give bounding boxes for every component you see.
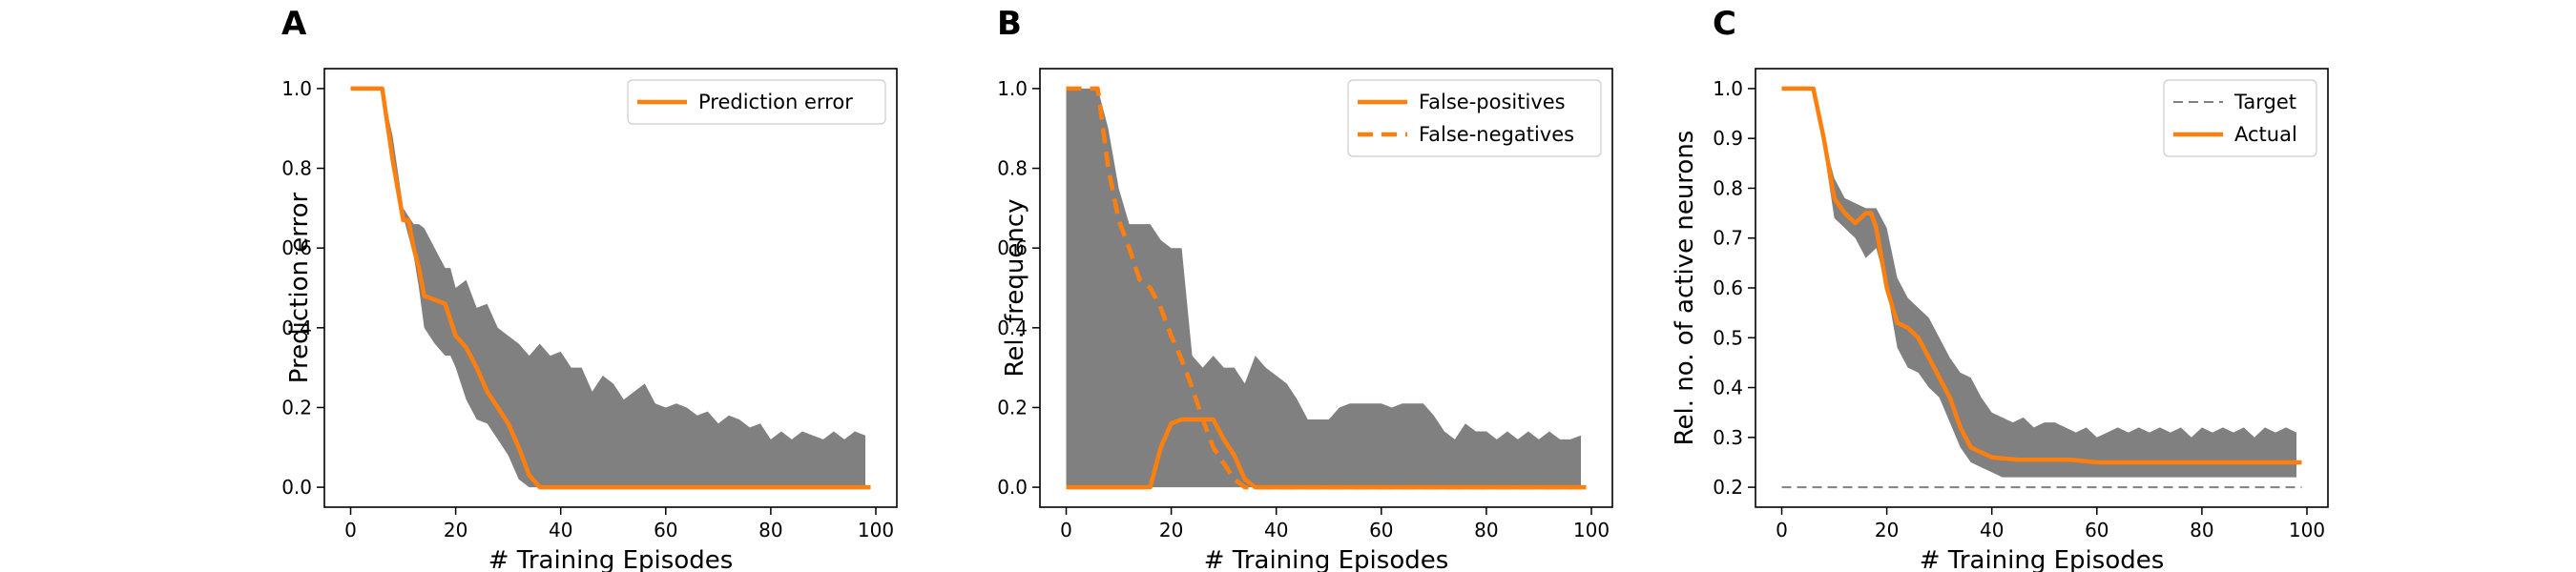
panel-c-xlabel: # Training Episodes (1920, 546, 2165, 572)
panel-a-xtick-label: 80 (758, 519, 782, 541)
panel-b-ytick-label: 0.4 (997, 317, 1028, 339)
panel-c-xtick-label: 80 (2190, 519, 2213, 541)
panel-a-xtick-label: 100 (858, 519, 894, 541)
panel-c-ytick-label: 0.2 (1713, 476, 1743, 499)
panel-a-xlabel: # Training Episodes (488, 546, 734, 572)
panel-a-xtick-label: 40 (549, 519, 572, 541)
panel-a-ytick-label: 0.6 (281, 236, 312, 259)
panel-a-legend-box (627, 79, 886, 125)
panel-a-band (350, 88, 865, 488)
panel-a-axes-frame (323, 68, 898, 508)
panel-a-ylabel: Prediction error (285, 193, 314, 384)
panel-b-ytick-label: 0.0 (997, 476, 1028, 499)
panel-b-legend-label: False-negatives (1419, 123, 1574, 146)
panel-a-plot-area: 0 20 40 60 80 100 0.0 0.2 0.4 0.6 0.8 1.0 Prediction… (281, 68, 898, 541)
panel-a-ytick-label: 1.0 (281, 77, 312, 100)
panel-a-xtick-label: 60 (654, 519, 677, 541)
panel-c-ytick-label: 1.0 (1713, 77, 1743, 100)
panel-a-ytick-label: 0.2 (281, 396, 312, 419)
panel-b: B Rel. frequency # Training Episodes 0 20… (997, 5, 1613, 572)
panel-b-legend-label: False-positives (1419, 91, 1566, 113)
panel-c-series-actual-line (1781, 86, 2302, 465)
panel-a-ytick-label: 0.4 (281, 317, 312, 339)
panel-a-ytick-label: 0.0 (281, 476, 312, 499)
panel-b-xlabel: # Training Episodes (1204, 546, 1449, 572)
panel-c-legend-label: Actual (2234, 123, 2297, 146)
panel-b-plot-area: 0 20 40 60 80 100 0.0 0.2 0.4 0.6 0.8 1.0 False-posi… (997, 68, 1613, 541)
panel-b-xtick-label: 100 (1573, 519, 1610, 541)
panel-b-xtick-label: 40 (1264, 519, 1288, 541)
panel-c-ytick-label: 0.7 (1713, 227, 1743, 250)
panel-b-ytick-label: 0.2 (997, 396, 1028, 419)
panel-a-letter: A (281, 5, 307, 43)
panel-a-series-prediction-error-line (350, 86, 871, 490)
panel-a-xtick-label: 20 (444, 519, 467, 541)
panel-c: C Rel. no. of active neurons # Training … (1671, 5, 2329, 572)
panel-a-legend-label: Prediction error (698, 91, 853, 113)
panel-c-ytick-label: 0.6 (1713, 276, 1743, 299)
panel-c-legend-label: Target (2233, 91, 2296, 113)
panel-a-ytick-label: 0.8 (281, 157, 312, 180)
panel-c-letter: C (1713, 5, 1736, 43)
panel-c-ytick-label: 0.9 (1713, 127, 1743, 150)
panel-b-ylabel: Rel. frequency (1001, 198, 1029, 377)
panel-b-axes-frame (1039, 68, 1613, 508)
panel-b-ytick-label: 0.8 (997, 157, 1028, 180)
panel-b-band (1066, 88, 1581, 488)
panel-c-plot-area: 0 20 40 60 80 100 0.2 0.3 0.4 0.5 0.6 0.7 0.8 0.9 1.0 T… (1713, 68, 2329, 541)
panel-c-band (1781, 88, 2296, 478)
panel-a: A Prediction error # Training Episodes 0… (281, 5, 898, 572)
panel-b-legend: False-positives False-negatives (1347, 79, 1602, 157)
panel-c-xtick-label: 20 (1875, 519, 1899, 541)
panel-b-xtick-label: 20 (1159, 519, 1183, 541)
panel-b-ytick-label: 1.0 (997, 77, 1028, 100)
panel-c-xtick-label: 100 (2289, 519, 2325, 541)
panel-c-legend-box (2163, 79, 2317, 157)
panel-c-ytick-label: 0.8 (1713, 176, 1743, 199)
panel-b-letter: B (997, 5, 1022, 43)
panel-c-xtick-label: 0 (1776, 519, 1788, 541)
panel-c-xtick-label: 60 (2085, 519, 2109, 541)
panel-c-legend: Target Actual (2163, 79, 2317, 157)
panel-b-xtick-label: 60 (1369, 519, 1393, 541)
panel-c-ytick-label: 0.4 (1713, 377, 1743, 399)
panel-a-legend: Prediction error (627, 79, 886, 125)
panel-c-xtick-label: 40 (1980, 519, 2004, 541)
panel-b-ytick-label: 0.6 (997, 236, 1028, 259)
panel-b-xtick-label: 0 (1060, 519, 1072, 541)
panel-c-ytick-label: 0.5 (1713, 326, 1743, 349)
panel-b-legend-box (1347, 79, 1602, 157)
panel-b-series-false-negatives-line (1066, 86, 1587, 490)
panel-a-xtick-label: 0 (344, 519, 357, 541)
panel-b-xtick-label: 80 (1474, 519, 1498, 541)
panel-c-ytick-label: 0.3 (1713, 426, 1743, 449)
panel-c-ylabel: Rel. no. of active neurons (1671, 131, 1699, 446)
